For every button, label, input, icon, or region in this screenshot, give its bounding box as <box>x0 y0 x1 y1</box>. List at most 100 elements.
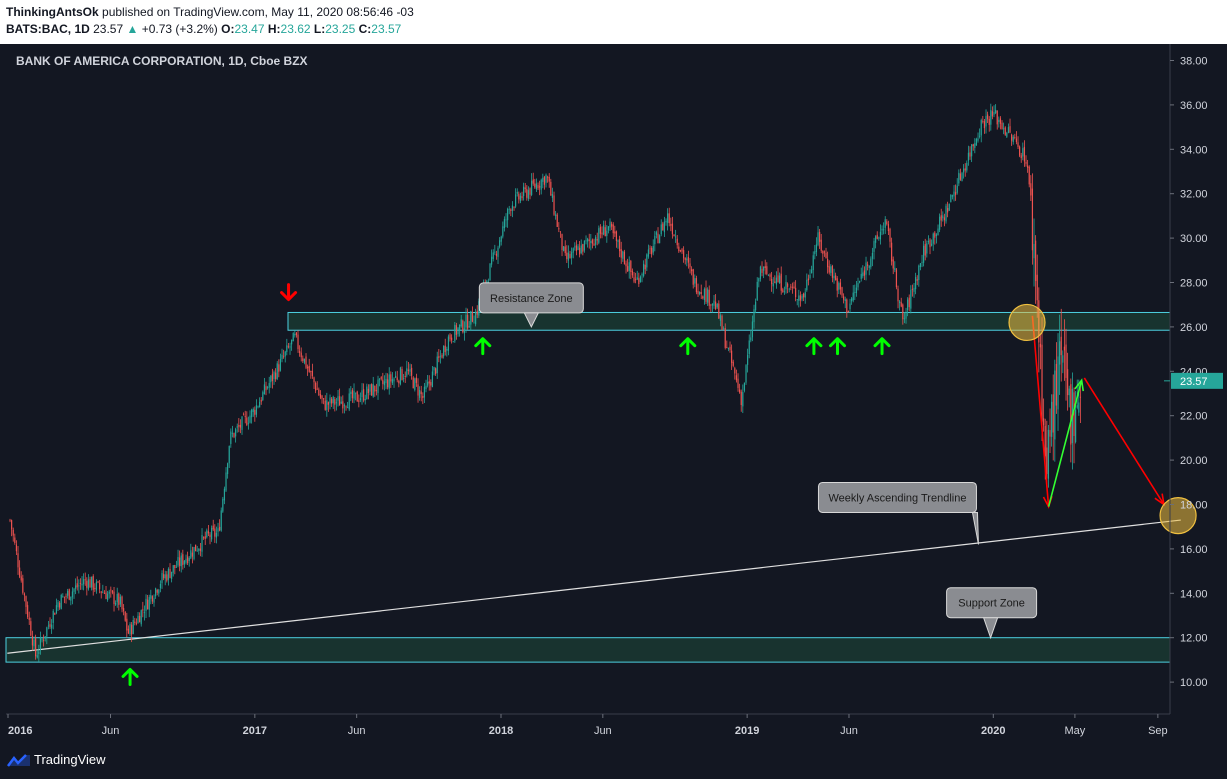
candle-body <box>17 553 19 568</box>
candle-body <box>889 228 891 242</box>
candle-body <box>927 240 930 243</box>
candle-body <box>555 214 557 216</box>
support-zone <box>5 637 1171 663</box>
candle-body <box>81 583 83 586</box>
candle-body <box>1070 384 1072 445</box>
candle-body <box>411 367 413 376</box>
callout-pointer <box>523 312 540 329</box>
candle-body <box>687 256 690 263</box>
candle-body <box>692 269 694 285</box>
candle-body <box>572 248 574 253</box>
low-label: L: <box>313 22 326 36</box>
candle-body <box>756 281 758 301</box>
candle-body <box>379 378 381 380</box>
candle-body <box>327 402 330 405</box>
candle-body <box>823 251 826 253</box>
candle-body <box>164 574 166 579</box>
candle-body <box>121 596 123 610</box>
candle-body <box>214 528 216 537</box>
candle-body <box>12 529 14 536</box>
candle-body <box>15 544 18 552</box>
candle-body <box>49 624 51 627</box>
candle-body <box>763 266 765 271</box>
annotation-callout: Resistance Zone <box>478 282 584 329</box>
time-tick-label: Jun <box>594 725 612 737</box>
candle-body <box>679 250 682 252</box>
candle-body <box>43 639 45 641</box>
candle-body <box>865 262 867 275</box>
candle-body <box>135 622 138 624</box>
candle-body <box>667 213 669 223</box>
candle-body <box>995 109 997 113</box>
callout-pointer <box>971 511 979 545</box>
candle-body <box>791 286 794 288</box>
candle-body <box>398 380 400 384</box>
green-up-arrow-icon <box>121 667 139 686</box>
tradingview-logo-icon[interactable] <box>6 752 32 770</box>
candle-body <box>518 193 520 200</box>
candle-body <box>759 266 762 279</box>
candle-body <box>873 241 875 252</box>
candle-body <box>783 291 786 293</box>
ascending-trendline <box>7 519 1181 654</box>
candle-body <box>316 388 318 390</box>
candle-body <box>447 336 450 351</box>
candle-body <box>1068 388 1070 396</box>
candle-body <box>215 532 218 538</box>
candle-body <box>886 221 888 225</box>
candle-body <box>412 377 414 389</box>
candle-body <box>641 274 643 276</box>
candle-body <box>1051 401 1053 437</box>
candle-body <box>887 224 890 232</box>
candle-body <box>86 580 88 588</box>
candle-body <box>950 194 952 203</box>
candle-body <box>467 314 469 329</box>
candle-body <box>1022 148 1024 157</box>
candle-body <box>11 520 13 530</box>
candle-body <box>190 550 192 559</box>
candle-body <box>1059 341 1061 365</box>
candle-body <box>140 610 142 625</box>
candle-body <box>1049 430 1051 437</box>
candle-body <box>329 397 331 404</box>
candle-body <box>137 615 139 623</box>
time-tick-label: Sep <box>1148 725 1168 737</box>
candle-body <box>731 350 733 363</box>
candle-body <box>523 186 525 197</box>
price-chart[interactable]: BANK OF AMERICA CORPORATION, 1D, Cboe BZ… <box>0 44 1227 745</box>
candle-body <box>457 327 459 335</box>
candle-body <box>1075 409 1077 443</box>
candle-body <box>571 252 573 258</box>
candle-body <box>9 519 11 521</box>
time-tick-label: 2019 <box>735 725 759 737</box>
time-axis[interactable]: 2016 Jun 2017 Jun 2018 Jun 2019 Jun 2020 May Sep <box>7 714 1168 737</box>
candle-body <box>406 368 408 376</box>
candle-body <box>785 281 787 290</box>
candle-body <box>361 390 363 398</box>
candle-body <box>302 358 304 361</box>
candle-body <box>646 254 648 268</box>
candle-body <box>716 304 718 308</box>
candle-body <box>275 372 277 380</box>
candle-body <box>27 605 29 618</box>
candle-body <box>561 234 563 251</box>
candle-body <box>388 374 390 389</box>
candle-body <box>588 239 590 242</box>
candle-body <box>470 310 472 325</box>
candle-body <box>993 111 995 115</box>
candle-body <box>1004 127 1006 135</box>
author-name[interactable]: ThinkingAntsOk <box>6 5 99 19</box>
candle-body <box>380 377 382 379</box>
candle-body <box>131 624 133 635</box>
price-tick-label: 32.00 <box>1180 189 1208 201</box>
candle-body <box>158 589 160 594</box>
projection-up-arrow-head <box>1074 378 1085 392</box>
candle-body <box>663 221 666 233</box>
candle-body <box>371 384 373 396</box>
tradingview-brand[interactable]: TradingView <box>34 752 106 767</box>
candle-body <box>54 613 56 615</box>
price-axis[interactable]: 38.0036.0034.0032.0030.0028.0026.0024.00… <box>1164 56 1223 690</box>
candle-body <box>57 602 59 608</box>
candle-body <box>465 314 467 328</box>
candle-body <box>601 232 603 235</box>
